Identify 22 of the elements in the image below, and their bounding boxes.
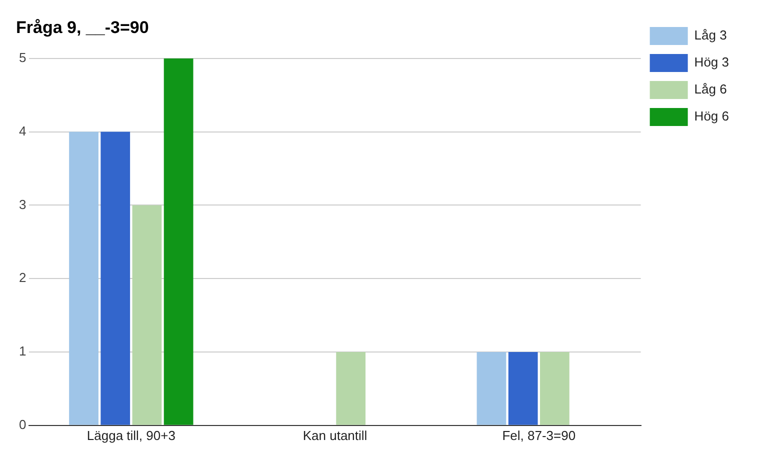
- bar: [476, 352, 506, 425]
- y-tick-label: 1: [18, 344, 26, 359]
- x-tick-label: Kan utantill: [302, 428, 368, 443]
- legend-label: Hög 6: [694, 108, 730, 124]
- legend-label: Låg 3: [694, 28, 727, 43]
- legend-label: Hög 3: [694, 54, 730, 70]
- bar: [164, 58, 194, 425]
- x-tick-label: Lägga till, 90+3: [86, 428, 176, 443]
- y-tick-label: 3: [18, 196, 26, 212]
- y-tick-label: 2: [18, 270, 26, 286]
- bar: [69, 132, 98, 425]
- bar: [540, 352, 570, 425]
- bar: [508, 352, 538, 425]
- chart-title: Fråga 9, __-3=90: [16, 18, 149, 37]
- bar: [132, 205, 162, 425]
- bar: [100, 132, 130, 425]
- y-tick-label: 4: [18, 123, 26, 138]
- y-tick-label: 5: [18, 50, 26, 65]
- legend-label: Låg 6: [694, 82, 727, 97]
- x-tick-label: Fel, 87-3=90: [502, 428, 576, 443]
- bar: [336, 352, 366, 425]
- y-tick-label: 0: [18, 416, 26, 432]
